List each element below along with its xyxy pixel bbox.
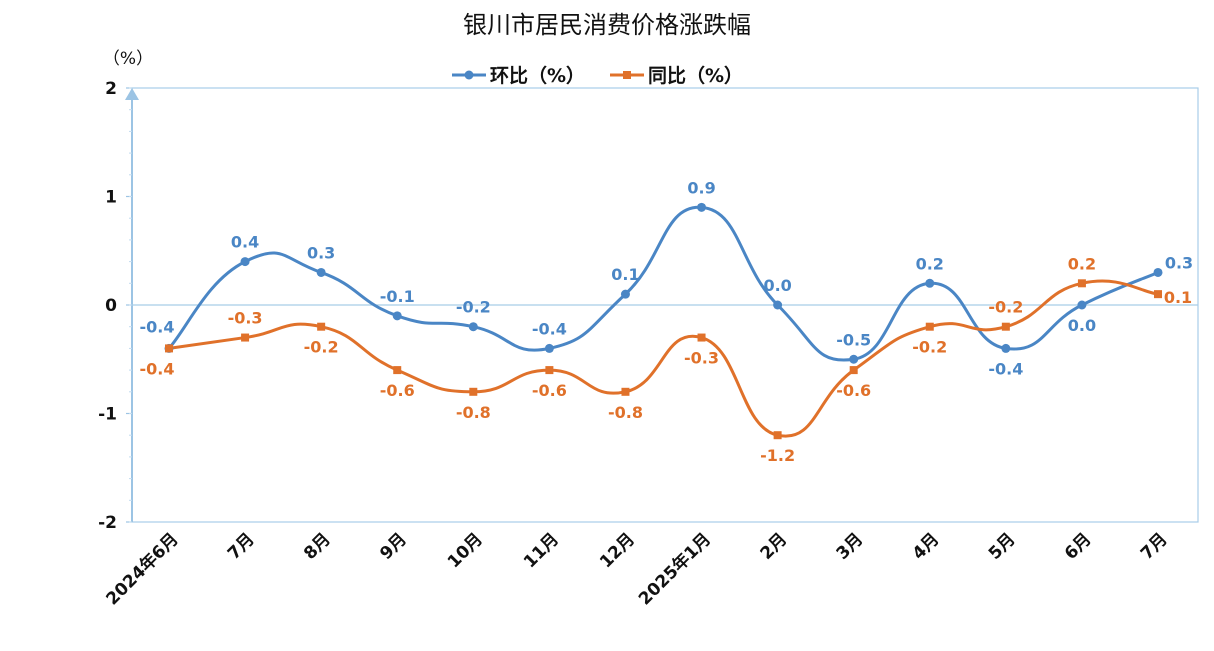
data-label-yoy: -0.2: [304, 338, 339, 357]
data-point-mom: [1153, 267, 1163, 277]
legend-item-yoy: 同比（%）: [610, 64, 743, 87]
data-label-mom: 0.4: [231, 233, 259, 252]
data-label-yoy: -0.6: [380, 381, 415, 400]
data-label-mom: 0.9: [687, 178, 715, 197]
y-tick-label: -1: [98, 405, 117, 425]
data-point-mom: [392, 311, 402, 321]
x-tick-label: 2月: [757, 529, 792, 564]
data-point-yoy: [545, 366, 554, 375]
y-tick-label: -2: [98, 513, 117, 533]
x-tick-label: 3月: [833, 529, 868, 564]
data-label-mom: 0.2: [916, 254, 944, 273]
x-tick-label: 2024年6月: [102, 529, 183, 610]
data-point-mom: [468, 322, 478, 332]
series-line-mom: [167, 205, 1160, 362]
series-line-yoy: [167, 279, 1160, 438]
data-point-mom: [1001, 343, 1011, 353]
legend-label-yoy: 同比（%）: [648, 64, 743, 87]
data-point-yoy: [849, 366, 858, 375]
data-label-mom: -0.4: [988, 359, 1023, 378]
data-label-yoy: -0.2: [988, 298, 1023, 317]
data-label-yoy: -1.2: [760, 446, 795, 465]
x-tick-label: 12月: [596, 529, 639, 572]
x-tick-label: 6月: [1061, 529, 1096, 564]
legend-marker-yoy: [623, 71, 631, 79]
data-point-mom: [620, 289, 630, 299]
data-label-yoy: -0.4: [140, 359, 175, 378]
data-point-yoy: [1154, 290, 1162, 299]
data-label-mom: 0.3: [1165, 253, 1193, 272]
data-point-yoy: [393, 366, 402, 375]
data-label-mom: 0.0: [1068, 316, 1096, 335]
y-tick-label: 1: [105, 188, 117, 208]
x-tick-label: 8月: [300, 529, 335, 564]
x-tick-label: 7月: [1137, 529, 1172, 564]
x-tick-label: 4月: [909, 529, 944, 564]
data-labels: -0.4 0.4 0.3 -0.1 -0.2 -0.4 0.1 0.9 0.0 -0.5 0.2 -0…: [140, 178, 1194, 465]
y-axis-arrow: [125, 88, 139, 100]
data-label-yoy: -0.2: [912, 338, 947, 357]
markers-layer: [164, 202, 1163, 440]
data-label-yoy: -0.8: [608, 403, 643, 422]
data-point-yoy: [469, 387, 478, 396]
data-label-yoy: -0.6: [836, 381, 871, 400]
x-tick-label: 10月: [444, 529, 487, 572]
data-point-yoy: [697, 333, 706, 342]
data-label-mom: 0.0: [763, 276, 791, 295]
data-label-mom: -0.4: [532, 319, 567, 338]
data-label-mom: -0.2: [456, 298, 491, 317]
y-tick-label: 2: [105, 79, 117, 99]
data-point-yoy: [621, 387, 630, 396]
y-axis: [125, 88, 139, 522]
data-point-yoy: [773, 431, 782, 440]
data-point-mom: [925, 278, 935, 288]
data-point-yoy: [1001, 322, 1010, 331]
data-label-yoy: 0.1: [1164, 288, 1192, 307]
data-point-mom: [849, 354, 859, 364]
x-tick-label: 11月: [520, 529, 563, 572]
data-point-yoy: [317, 322, 326, 331]
data-point-yoy: [241, 333, 250, 342]
data-label-yoy: -0.3: [684, 349, 719, 368]
data-label-mom: 0.3: [307, 243, 335, 262]
data-point-mom: [1077, 300, 1087, 310]
data-point-yoy: [165, 344, 173, 353]
y-ticks: 2 1 0 -1 -2: [98, 79, 132, 533]
legend: 环比（%） 同比（%）: [452, 64, 743, 87]
series-layer: [167, 205, 1160, 438]
y-tick-label: 0: [105, 296, 117, 316]
data-label-yoy: -0.6: [532, 381, 567, 400]
x-tick-label: 5月: [985, 529, 1020, 564]
data-label-yoy: -0.8: [456, 403, 491, 422]
data-label-mom: -0.4: [140, 317, 175, 336]
data-label-mom: -0.1: [380, 287, 415, 306]
legend-item-mom: 环比（%）: [452, 64, 585, 87]
data-point-mom: [544, 343, 554, 353]
x-tick-label: 9月: [376, 529, 411, 564]
data-point-yoy: [925, 322, 934, 331]
data-label-mom: 0.1: [611, 265, 639, 284]
data-point-yoy: [1077, 279, 1086, 288]
data-point-mom: [697, 202, 707, 212]
data-label-yoy: 0.2: [1068, 254, 1096, 273]
y-axis-unit: （%）: [103, 49, 153, 69]
legend-label-mom: 环比（%）: [490, 64, 585, 87]
data-label-mom: -0.5: [836, 330, 871, 349]
data-point-mom: [316, 267, 326, 277]
x-tick-label: 7月: [224, 529, 259, 564]
x-tick-label: 2025年1月: [634, 529, 715, 610]
data-point-mom: [240, 257, 250, 267]
data-point-mom: [773, 300, 783, 310]
legend-marker-mom: [464, 70, 474, 80]
chart-title: 银川市居民消费价格涨跌幅: [463, 11, 751, 39]
data-label-yoy: -0.3: [228, 309, 263, 328]
